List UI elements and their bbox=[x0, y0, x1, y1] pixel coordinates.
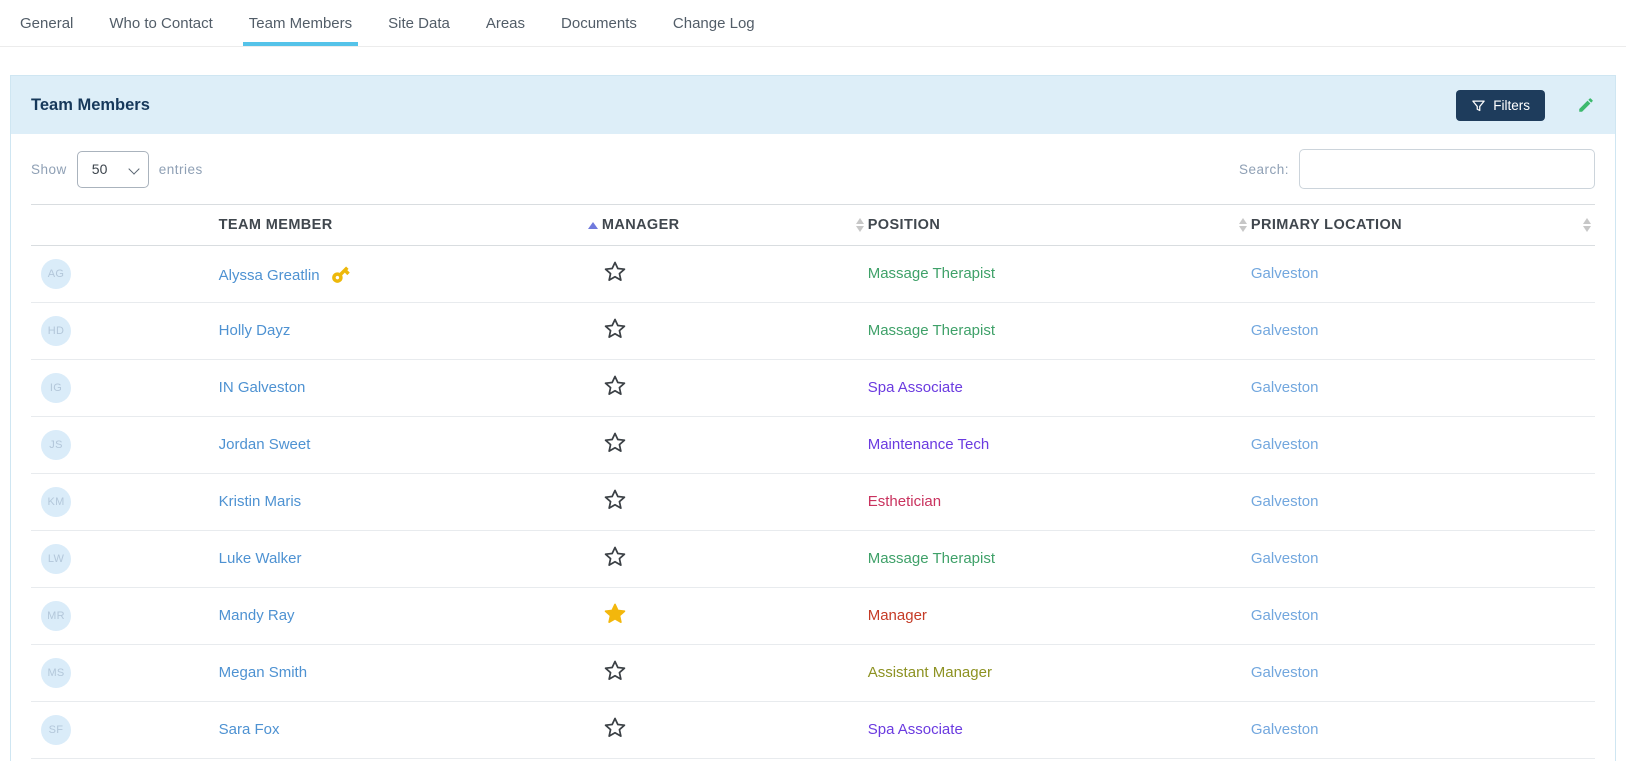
key-icon bbox=[330, 264, 351, 285]
search-control: Search: bbox=[1239, 149, 1595, 189]
column-label: MANAGER bbox=[601, 217, 680, 233]
column-header-position[interactable]: POSITION bbox=[867, 204, 1251, 246]
table-row: MS Megan Smith Assistant Manager Galveston bbox=[31, 644, 1595, 702]
sort-both-icon bbox=[855, 218, 864, 232]
location-link[interactable]: Galveston bbox=[1250, 721, 1319, 738]
pencil-icon bbox=[1577, 96, 1595, 114]
team-member-link[interactable]: Alyssa Greatlin bbox=[218, 266, 320, 284]
position-label: Assistant Manager bbox=[867, 664, 992, 681]
table-row: SF Sara Fox Spa Associate Galveston bbox=[31, 701, 1595, 759]
column-label: POSITION bbox=[867, 217, 941, 233]
edit-button[interactable] bbox=[1577, 96, 1595, 114]
location-link[interactable]: Galveston bbox=[1250, 436, 1319, 453]
position-label: Manager bbox=[867, 607, 927, 624]
star-filled-icon[interactable] bbox=[602, 601, 628, 627]
location-link[interactable]: Galveston bbox=[1250, 607, 1319, 624]
search-input[interactable] bbox=[1299, 149, 1595, 189]
team-member-link[interactable]: Sara Fox bbox=[218, 721, 280, 738]
column-header-manager[interactable]: MANAGER bbox=[601, 204, 868, 246]
star-outline-icon[interactable] bbox=[602, 715, 628, 741]
tab-who-to-contact[interactable]: Who to Contact bbox=[109, 14, 213, 32]
avatar: SF bbox=[41, 715, 71, 745]
team-member-link[interactable]: Jordan Sweet bbox=[218, 436, 311, 453]
table-row: MR Mandy Ray Manager Galveston bbox=[31, 587, 1595, 645]
column-header-avatar bbox=[31, 204, 219, 246]
page-title: Team Members bbox=[31, 95, 150, 114]
avatar: MS bbox=[41, 658, 71, 688]
location-link[interactable]: Galveston bbox=[1250, 379, 1319, 396]
sort-asc-icon bbox=[587, 221, 598, 229]
sort-both-icon bbox=[1583, 218, 1591, 232]
team-member-link[interactable]: Megan Smith bbox=[218, 664, 308, 681]
column-label: TEAM MEMBER bbox=[218, 217, 333, 233]
star-outline-icon[interactable] bbox=[602, 430, 628, 456]
star-outline-icon[interactable] bbox=[602, 259, 628, 285]
team-member-link[interactable]: Luke Walker bbox=[218, 550, 302, 567]
filters-button[interactable]: Filters bbox=[1456, 89, 1545, 121]
avatar: MR bbox=[41, 601, 71, 631]
team-member-link[interactable]: Holly Dayz bbox=[218, 322, 291, 339]
avatar: HD bbox=[41, 316, 71, 346]
position-label: Maintenance Tech bbox=[867, 436, 990, 453]
table-row: JS Jordan Sweet Maintenance Tech Galveston bbox=[31, 416, 1595, 474]
table-row: KM Kristin Maris Esthetician Galveston bbox=[31, 473, 1595, 531]
search-label: Search: bbox=[1238, 161, 1289, 177]
team-member-link[interactable]: Mandy Ray bbox=[218, 607, 295, 624]
table-row: AG Alyssa Greatlin Massage Therapist Galves… bbox=[31, 245, 1595, 303]
position-label: Spa Associate bbox=[867, 721, 963, 738]
page-size-select[interactable]: 50 bbox=[76, 150, 149, 188]
team-members-panel: Team Members Filters Show 50 entries bbox=[10, 75, 1616, 761]
table-row: HD Holly Dayz Massage Therapist Galveston bbox=[31, 302, 1595, 360]
location-link[interactable]: Galveston bbox=[1250, 550, 1319, 567]
tab-areas[interactable]: Areas bbox=[485, 14, 526, 32]
avatar: AG bbox=[41, 259, 71, 289]
show-label: Show bbox=[31, 161, 67, 177]
funnel-icon bbox=[1471, 98, 1486, 113]
location-link[interactable]: Galveston bbox=[1250, 322, 1319, 339]
position-label: Spa Associate bbox=[867, 379, 963, 396]
star-outline-icon[interactable] bbox=[602, 373, 628, 399]
tab-site-data[interactable]: Site Data bbox=[388, 14, 450, 32]
table-controls: Show 50 entries Search: bbox=[11, 134, 1615, 204]
table-row: IG IN Galveston Spa Associate Galveston bbox=[31, 359, 1595, 417]
team-table: TEAM MEMBER MANAGER POSITION PRIMARY LOCATI… bbox=[31, 204, 1595, 759]
avatar: KM bbox=[41, 487, 71, 517]
position-label: Massage Therapist bbox=[867, 550, 996, 567]
panel-header-actions: Filters bbox=[1456, 89, 1595, 121]
team-member-link[interactable]: Kristin Maris bbox=[218, 493, 302, 510]
column-header-team-member[interactable]: TEAM MEMBER bbox=[218, 204, 602, 246]
avatar: LW bbox=[41, 544, 71, 574]
star-outline-icon[interactable] bbox=[602, 316, 628, 342]
avatar: JS bbox=[41, 430, 71, 460]
position-label: Esthetician bbox=[867, 493, 942, 510]
location-link[interactable]: Galveston bbox=[1250, 493, 1319, 510]
star-outline-icon[interactable] bbox=[602, 487, 628, 513]
tab-team-members[interactable]: Team Members bbox=[242, 0, 359, 46]
panel-header: Team Members Filters bbox=[11, 76, 1615, 134]
entries-label: entries bbox=[158, 161, 203, 177]
tab-general[interactable]: General bbox=[20, 14, 74, 32]
tab-change-log[interactable]: Change Log bbox=[672, 14, 755, 32]
team-member-link[interactable]: IN Galveston bbox=[218, 379, 306, 396]
tab-bar: General Who to Contact Team Members Site Da… bbox=[0, 0, 1626, 47]
team-table-wrap: TEAM MEMBER MANAGER POSITION PRIMARY LOCATI… bbox=[11, 204, 1615, 759]
table-header-row: TEAM MEMBER MANAGER POSITION PRIMARY LOCATI… bbox=[31, 204, 1595, 246]
team-table-body: AG Alyssa Greatlin Massage Therapist Galves… bbox=[31, 245, 1595, 759]
sort-both-icon bbox=[1238, 218, 1247, 232]
column-label: PRIMARY LOCATION bbox=[1250, 217, 1403, 233]
table-row: LW Luke Walker Massage Therapist Galveston bbox=[31, 530, 1595, 588]
location-link[interactable]: Galveston bbox=[1250, 265, 1319, 282]
location-link[interactable]: Galveston bbox=[1250, 664, 1319, 681]
star-outline-icon[interactable] bbox=[602, 544, 628, 570]
tab-documents[interactable]: Documents bbox=[561, 14, 637, 32]
page-size-control: Show 50 entries bbox=[31, 150, 203, 188]
position-label: Massage Therapist bbox=[867, 265, 996, 282]
filters-button-label: Filters bbox=[1493, 97, 1530, 113]
avatar: IG bbox=[41, 373, 71, 403]
column-header-primary-location[interactable]: PRIMARY LOCATION bbox=[1250, 204, 1595, 246]
page-size-select-wrap: 50 bbox=[76, 150, 149, 188]
position-label: Massage Therapist bbox=[867, 322, 996, 339]
star-outline-icon[interactable] bbox=[602, 658, 628, 684]
